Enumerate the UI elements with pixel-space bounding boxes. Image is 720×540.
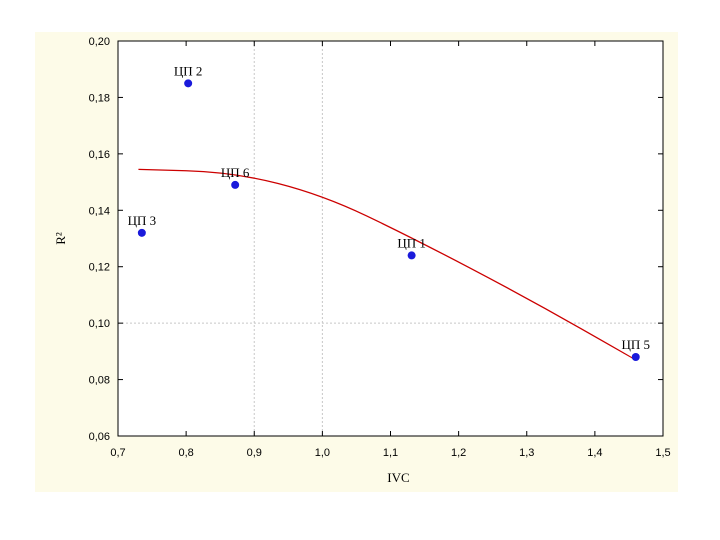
x-tick-label: 1,2 — [451, 447, 466, 459]
y-tick-label: 0,18 — [89, 92, 110, 104]
y-tick-label: 0,14 — [89, 205, 110, 217]
plot-area — [118, 41, 663, 436]
fit-curve-layer — [138, 168, 637, 361]
y-axis-title: R² — [53, 232, 68, 245]
x-tick-label: 0,7 — [110, 447, 125, 459]
x-tick-label: 0,8 — [178, 447, 193, 459]
y-tick-label: 0,06 — [89, 431, 110, 443]
data-point — [137, 228, 146, 237]
data-points: ЦП 2 ЦП 6 ЦП 3 ЦП 1 ЦП 5 — [128, 63, 650, 361]
data-point — [631, 353, 640, 361]
data-point — [184, 79, 193, 88]
x-tick-label: 1,0 — [315, 447, 330, 459]
point-label: ЦП 6 — [221, 165, 250, 180]
axis-ticks — [117, 40, 664, 437]
grid-lines — [118, 41, 663, 436]
point-label: ЦП 1 — [397, 235, 426, 250]
x-tick-label: 1,5 — [655, 447, 670, 459]
y-tick-label: 0,16 — [89, 149, 110, 161]
x-tick-labels: 0,7 0,8 0,9 1,0 1,1 1,2 1,3 1,4 1,5 — [110, 447, 670, 459]
y-tick-label: 0,20 — [89, 36, 110, 48]
x-tick-label: 1,3 — [519, 447, 534, 459]
x-tick-label: 1,4 — [587, 447, 602, 459]
y-tick-label: 0,10 — [89, 318, 110, 330]
point-label: ЦП 5 — [621, 337, 650, 352]
data-point — [407, 251, 416, 260]
y-tick-labels: 0,06 0,08 0,10 0,12 0,14 0,16 0,18 0,20 — [89, 36, 110, 443]
y-tick-label: 0,12 — [89, 262, 110, 274]
y-tick-label: 0,08 — [89, 375, 110, 387]
x-tick-label: 1,1 — [383, 447, 398, 459]
point-label: ЦП 3 — [128, 213, 157, 228]
chart-panel: ЦП 2 ЦП 6 ЦП 3 ЦП 1 ЦП 5 0,7 0,8 0,9 1,0 1,1 1,2 1… — [35, 32, 678, 492]
x-axis-title: IVC — [387, 470, 409, 485]
data-point — [231, 180, 240, 189]
fit-curve — [138, 168, 637, 361]
x-tick-label: 0,9 — [247, 447, 262, 459]
point-label: ЦП 2 — [174, 63, 203, 78]
scatter-chart: ЦП 2 ЦП 6 ЦП 3 ЦП 1 ЦП 5 0,7 0,8 0,9 1,0 1,1 1,2 1… — [53, 36, 671, 485]
